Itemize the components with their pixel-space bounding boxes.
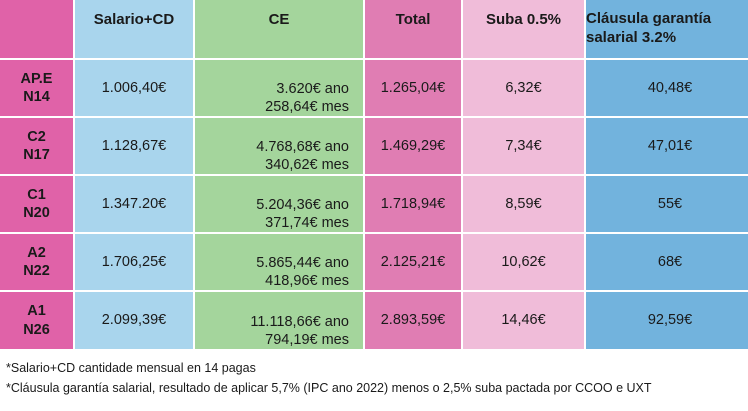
- row-label-level: N17: [23, 147, 50, 163]
- header-salario: Salario+CD: [75, 0, 193, 58]
- ce-cell: 3.620€ ano 258,64€ mes: [195, 60, 363, 116]
- row-label-level: N22: [23, 263, 50, 279]
- row-label: C2 N17: [0, 118, 73, 174]
- salario-cell: 2.099,39€: [75, 292, 193, 349]
- suba-cell: 10,62€: [463, 234, 584, 290]
- row-label-level: N14: [23, 89, 50, 105]
- row-label-group: A1: [27, 303, 46, 320]
- ce-cell: 4.768,68€ ano 340,62€ mes: [195, 118, 363, 174]
- header-clausula-line2: salarial 3.2%: [586, 28, 677, 46]
- footnote-clausula: *Cláusula garantía salarial, resultado d…: [6, 381, 652, 395]
- salario-cell: 1.347.20€: [75, 176, 193, 232]
- ce-mes: 371,74€ mes: [265, 214, 349, 231]
- header-clausula-line1: Cláusula garantía: [586, 10, 712, 27]
- total-cell: 2.893,59€: [365, 292, 461, 349]
- row-label-group: A2: [27, 244, 46, 261]
- row-label: AP.E N14: [0, 60, 73, 116]
- header-clausula: Cláusula garantía salarial 3.2%: [586, 0, 748, 58]
- header-total: Total: [365, 0, 461, 58]
- row-label-group: C2: [27, 128, 46, 145]
- ce-mes: 794,19€ mes: [265, 331, 349, 348]
- suba-cell: 7,34€: [463, 118, 584, 174]
- ce-mes: 418,96€ mes: [265, 272, 349, 289]
- row-label-level: N26: [23, 321, 50, 338]
- footnote-salario: *Salario+CD cantidade mensual en 14 paga…: [6, 361, 256, 375]
- header-suba: Suba 0.5%: [463, 0, 584, 58]
- clausula-cell: 47,01€: [586, 118, 748, 174]
- clausula-cell: 40,48€: [586, 60, 748, 116]
- footnotes: *Salario+CD cantidade mensual en 14 paga…: [6, 358, 652, 398]
- clausula-cell: 55€: [586, 176, 748, 232]
- total-cell: 1.265,04€: [365, 60, 461, 116]
- ce-cell: 11.118,66€ ano 794,19€ mes: [195, 292, 363, 349]
- ce-ano: 5.865,44€ ano: [256, 254, 349, 271]
- row-label: C1 N20: [0, 176, 73, 232]
- row-label-level: N20: [23, 205, 50, 221]
- row-label: A1 N26: [0, 292, 73, 349]
- clausula-cell: 92,59€: [586, 292, 748, 349]
- row-label: A2 N22: [0, 234, 73, 290]
- salario-cell: 1.128,67€: [75, 118, 193, 174]
- suba-cell: 14,46€: [463, 292, 584, 349]
- total-cell: 2.125,21€: [365, 234, 461, 290]
- ce-ano: 3.620€ ano: [276, 80, 349, 97]
- ce-cell: 5.865,44€ ano 418,96€ mes: [195, 234, 363, 290]
- total-cell: 1.469,29€: [365, 118, 461, 174]
- suba-cell: 8,59€: [463, 176, 584, 232]
- ce-mes: 340,62€ mes: [265, 156, 349, 173]
- ce-ano: 5.204,36€ ano: [256, 196, 349, 213]
- row-label-group: C1: [27, 186, 46, 203]
- salario-cell: 1.706,25€: [75, 234, 193, 290]
- ce-ano: 4.768,68€ ano: [256, 138, 349, 155]
- ce-cell: 5.204,36€ ano 371,74€ mes: [195, 176, 363, 232]
- header-ce: CE: [195, 0, 363, 58]
- clausula-cell: 68€: [586, 234, 748, 290]
- ce-ano: 11.118,66€ ano: [250, 313, 349, 330]
- salario-cell: 1.006,40€: [75, 60, 193, 116]
- ce-mes: 258,64€ mes: [265, 98, 349, 115]
- row-label-group: AP.E: [20, 70, 53, 87]
- total-cell: 1.718,94€: [365, 176, 461, 232]
- salary-table: Salario+CD CE Total Suba 0.5% Cláusula g…: [0, 0, 748, 349]
- header-corner: [0, 0, 73, 58]
- suba-cell: 6,32€: [463, 60, 584, 116]
